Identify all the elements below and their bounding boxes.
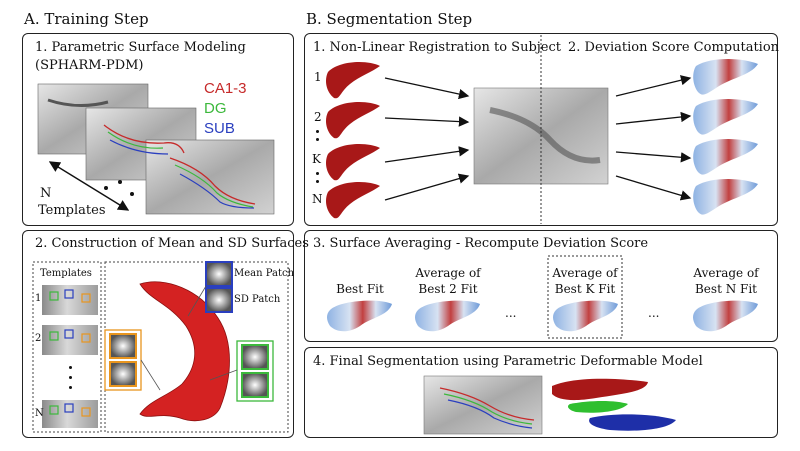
orange-mean-patch	[109, 333, 137, 359]
avg-item-2-line1: Average of	[415, 266, 481, 280]
mean-patch-image	[205, 261, 233, 287]
avg-item-4-line1: Average of	[693, 266, 759, 280]
vertical-ellipsis-dot	[316, 130, 319, 133]
ellipsis-dot	[118, 180, 122, 184]
averaged-surfaces	[327, 300, 758, 332]
legend-dg: DG	[204, 100, 227, 117]
final-segmentation-mri	[423, 375, 543, 435]
templates-label: Templates	[38, 203, 106, 218]
sd-patch-image	[205, 287, 233, 313]
panel-mean-sd-surfaces	[22, 230, 294, 438]
mean-patch-label: Mean Patch	[234, 268, 295, 279]
panel-a1-title-line1: 1. Parametric Surface Modeling	[35, 40, 246, 55]
vertical-ellipsis-dot	[316, 138, 319, 141]
panel-parametric-surface-modeling	[22, 33, 294, 226]
templates-column-label: Templates	[40, 268, 92, 279]
ellipsis-left: ...	[505, 306, 517, 320]
avg-item-3-line1: Average of	[552, 266, 618, 280]
avg-item-1-line2: Best Fit	[336, 282, 384, 296]
templates-double-arrow	[48, 161, 130, 211]
mean-surface-shape	[139, 281, 230, 422]
ellipsis-dot	[130, 192, 134, 196]
ellipsis-right: ...	[648, 306, 660, 320]
template-thumbnails	[42, 285, 98, 428]
panel-a1-title-line2: (SPHARM-PDM)	[35, 58, 144, 73]
panel-b2-title: 2. Deviation Score Computation	[568, 40, 780, 55]
orange-sd-patch	[109, 361, 137, 387]
mri-slice-stack	[37, 83, 275, 215]
section-b-title: B. Segmentation Step	[306, 10, 473, 28]
templates-column-frame	[32, 261, 102, 433]
vertical-ellipsis-dot	[316, 172, 319, 175]
panel-a2-title: 2. Construction of Mean and SD Surfaces	[35, 236, 309, 251]
avg-item-4-line2: Best N Fit	[694, 282, 757, 296]
legend-ca13: CA1-3	[204, 80, 247, 97]
green-mean-patch	[241, 344, 269, 370]
ca-segment-shape	[552, 378, 648, 401]
panel-registration	[304, 33, 778, 226]
registration-row-k: K	[312, 152, 321, 166]
panel-b1-title: 1. Non-Linear Registration to Subject	[313, 40, 562, 55]
legend-sub: SUB	[204, 120, 235, 137]
sd-patch-label: SD Patch	[234, 294, 281, 305]
panel-b4-title: 4. Final Segmentation using Parametric D…	[313, 354, 703, 369]
template-row-1: 1	[35, 293, 42, 304]
panel-final-segmentation	[304, 347, 778, 438]
vertical-ellipsis-dot	[69, 366, 72, 369]
ellipsis-dot	[104, 186, 108, 190]
template-row-2: 2	[35, 333, 42, 344]
registration-row-1: 1	[314, 70, 322, 84]
template-row-n: N	[35, 408, 44, 419]
vertical-ellipsis-dot	[69, 376, 72, 379]
vertical-ellipsis-dot	[69, 386, 72, 389]
dg-segment-shape	[568, 401, 628, 413]
deviation-surfaces	[693, 59, 758, 215]
section-a-title: A. Training Step	[24, 10, 149, 28]
sub-segment-shape	[589, 414, 676, 431]
registration-row-n: N	[312, 192, 323, 206]
green-sd-patch	[241, 372, 269, 398]
registration-row-2: 2	[314, 110, 322, 124]
mri-slice-3	[145, 139, 275, 215]
panel-b3-title: 3. Surface Averaging - Recompute Deviati…	[313, 236, 649, 251]
n-label: N	[40, 186, 52, 201]
template-surfaces	[326, 62, 380, 219]
vertical-ellipsis-dot	[316, 180, 319, 183]
avg-item-2-line2: Best 2 Fit	[418, 282, 478, 296]
best-k-highlight-frame	[547, 255, 623, 339]
avg-item-3-line2: Best K Fit	[554, 282, 616, 296]
panel-surface-averaging	[304, 230, 778, 342]
